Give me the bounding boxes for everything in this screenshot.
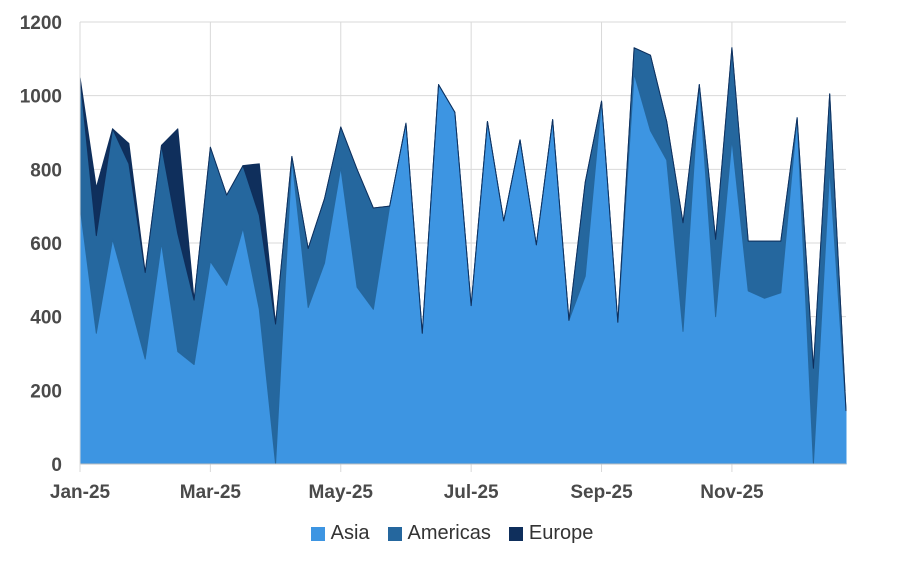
legend-label: Americas bbox=[407, 522, 491, 544]
legend-item-europe: Europe bbox=[508, 522, 594, 545]
x-tick-label: Mar-25 bbox=[180, 482, 242, 503]
legend-swatch bbox=[387, 526, 402, 541]
x-tick-label: May-25 bbox=[309, 482, 374, 503]
x-tick-label: Jan-25 bbox=[50, 482, 111, 503]
legend-swatch bbox=[508, 526, 523, 541]
area-series bbox=[79, 47, 847, 465]
x-tick-label: Jul-25 bbox=[444, 482, 499, 503]
y-tick-label: 200 bbox=[30, 381, 62, 402]
x-tick-label: Sep-25 bbox=[570, 482, 633, 503]
legend-label: Asia bbox=[330, 522, 370, 544]
y-tick-label: 0 bbox=[51, 455, 62, 476]
x-tick-labels: Jan-25 Mar-25 May-25 Jul-25 Sep-25 Nov-25 bbox=[50, 482, 764, 503]
axes bbox=[79, 22, 846, 472]
y-tick-label: 800 bbox=[30, 160, 62, 181]
legend: Asia Americas Europe bbox=[0, 522, 904, 545]
y-tick-label: 400 bbox=[30, 308, 62, 329]
legend-label: Europe bbox=[528, 522, 594, 544]
legend-item-asia: Asia bbox=[310, 522, 370, 545]
legend-item-americas: Americas bbox=[387, 522, 491, 545]
y-tick-label: 1000 bbox=[20, 87, 62, 108]
y-tick-label: 1200 bbox=[20, 13, 62, 34]
y-tick-labels: 0 200 400 600 800 1000 1200 bbox=[20, 13, 62, 476]
x-tick-label: Nov-25 bbox=[700, 482, 764, 503]
legend-swatch bbox=[310, 526, 325, 541]
y-tick-label: 600 bbox=[30, 234, 62, 255]
area-europe bbox=[79, 47, 847, 412]
